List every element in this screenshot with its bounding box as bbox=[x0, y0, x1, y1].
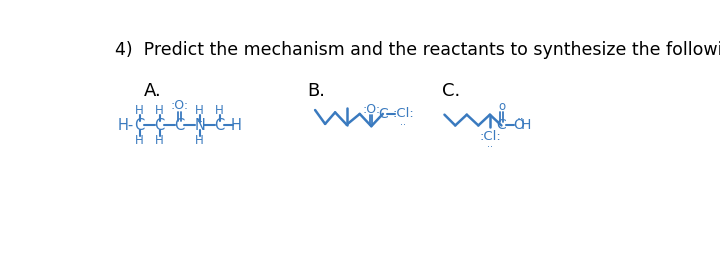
Text: B.: B. bbox=[307, 82, 325, 100]
Text: H: H bbox=[156, 134, 164, 147]
Text: H: H bbox=[156, 104, 164, 116]
Text: H: H bbox=[195, 104, 204, 116]
Text: :O:: :O: bbox=[171, 99, 189, 112]
Text: H: H bbox=[195, 134, 204, 147]
Text: N: N bbox=[194, 118, 205, 133]
Text: :Cl:: :Cl: bbox=[479, 130, 501, 143]
Text: :O:: :O: bbox=[362, 103, 380, 116]
Text: C.: C. bbox=[442, 82, 460, 100]
Text: H: H bbox=[215, 104, 224, 116]
Text: 4)  Predict the mechanism and the reactants to synthesize the following:: 4) Predict the mechanism and the reactan… bbox=[115, 41, 720, 59]
Text: H: H bbox=[521, 118, 531, 132]
Text: C: C bbox=[174, 118, 185, 133]
Text: C: C bbox=[135, 118, 145, 133]
Text: ..: .. bbox=[487, 139, 493, 149]
Text: Ö: Ö bbox=[513, 118, 524, 132]
Text: H-: H- bbox=[117, 118, 134, 133]
Text: :Cl:: :Cl: bbox=[392, 107, 414, 121]
Text: ..: .. bbox=[400, 116, 406, 127]
Text: H: H bbox=[135, 134, 144, 147]
Text: H: H bbox=[135, 104, 144, 116]
Text: ..: .. bbox=[197, 114, 202, 124]
Text: C: C bbox=[154, 118, 165, 133]
Text: C: C bbox=[215, 118, 225, 133]
Text: C: C bbox=[378, 107, 388, 121]
Text: H: H bbox=[231, 118, 242, 133]
Text: A.: A. bbox=[144, 82, 162, 100]
Text: o: o bbox=[498, 100, 505, 113]
Text: C: C bbox=[497, 118, 506, 132]
